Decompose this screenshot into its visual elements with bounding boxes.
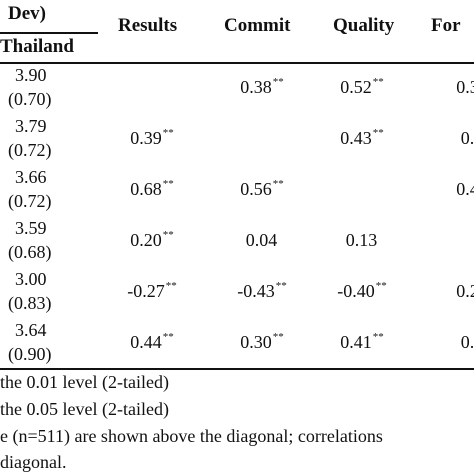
row-mean: 3.00 (15, 269, 47, 289)
correlation-cell: -0.43** (237, 280, 287, 302)
correlation-cell (362, 179, 363, 200)
correlation-cell: 0.04 (246, 230, 279, 251)
cell-value: 0.68 (130, 179, 162, 199)
header-dev-label: Dev) (8, 3, 46, 24)
cell-value: 0.3 (456, 77, 474, 97)
correlation-cell: 0.4 (456, 179, 474, 200)
row-sd: (0.83) (8, 293, 52, 313)
significance-marker: ** (372, 76, 384, 88)
cell-value: -0.40 (337, 281, 375, 301)
row-mean: 3.59 (15, 218, 47, 238)
correlation-cell: 0.39** (130, 127, 174, 149)
row-sd: (0.70) (8, 89, 52, 109)
cell-value: -0.27 (127, 281, 165, 301)
cell-value: 0.56 (240, 179, 272, 199)
header-thailand-label: Thailand (0, 36, 74, 57)
correlation-cell: 0.20** (130, 229, 174, 251)
row-sd: (0.72) (8, 140, 52, 160)
cell-value: 0.04 (245, 230, 278, 250)
cell-value: 0.44 (130, 332, 162, 352)
correlation-cell: 0. (461, 128, 474, 149)
significance-marker: ** (272, 178, 284, 190)
significance-marker: ** (162, 229, 174, 241)
cell-value: 0.13 (345, 230, 378, 250)
correlation-cell: 0.3 (456, 77, 474, 98)
significance-marker: ** (275, 280, 287, 292)
cell-value: 0. (460, 332, 474, 352)
cell-value: 0.30 (240, 332, 272, 352)
row-mean: 3.64 (15, 320, 47, 340)
cell-value: 0.39 (130, 128, 162, 148)
cell-value: 0.38 (240, 77, 272, 97)
column-header-commit: Commit (224, 15, 291, 36)
cell-value: 0.41 (340, 332, 372, 352)
correlation-cell: -0.27** (127, 280, 177, 302)
significance-marker: ** (372, 331, 384, 343)
header-bottom-rule (0, 62, 474, 64)
correlation-cell: 0.41** (340, 331, 384, 353)
significance-marker: ** (162, 331, 174, 343)
column-header-for: For (431, 15, 461, 36)
note-line-4: diagonal. (0, 452, 67, 472)
note-line-2: the 0.05 level (2-tailed) (0, 399, 169, 419)
correlation-cell: -0.40** (337, 280, 387, 302)
correlation-cell: 0.56** (240, 178, 284, 200)
row-mean: 3.90 (15, 65, 47, 85)
column-header-results: Results (118, 15, 178, 36)
cell-value: 0. (460, 128, 474, 148)
row-sd: (0.90) (8, 344, 52, 364)
correlation-cell: 0.30** (240, 331, 284, 353)
significance-marker: ** (162, 127, 174, 139)
significance-marker: ** (272, 76, 284, 88)
significance-marker: ** (375, 280, 387, 292)
column-header-quality: Quality (333, 15, 395, 36)
cell-value: 0.20 (130, 230, 162, 250)
correlation-cell: 0. (461, 332, 474, 353)
correlation-cell: 0.38** (240, 76, 284, 98)
cell-value: 0.52 (340, 77, 372, 97)
table-bottom-rule (0, 368, 474, 370)
note-line-1: the 0.01 level (2-tailed) (0, 372, 169, 392)
correlation-cell (468, 230, 469, 251)
correlation-cell: 0.68** (130, 178, 174, 200)
significance-marker: ** (165, 280, 177, 292)
correlation-cell (152, 77, 153, 98)
significance-marker: ** (272, 331, 284, 343)
cell-value: 0.2 (456, 281, 474, 301)
cell-value: 0.43 (340, 128, 372, 148)
correlation-cell: 0.43** (340, 127, 384, 149)
row-mean: 3.66 (15, 167, 47, 187)
correlation-cell: 0.44** (130, 331, 174, 353)
row-mean: 3.79 (15, 116, 47, 136)
correlation-cell: 0.52** (340, 76, 384, 98)
cell-value: 0.4 (456, 179, 474, 199)
note-line-3: e (n=511) are shown above the diagonal; … (0, 426, 383, 446)
correlation-cell: 0.2 (456, 281, 474, 302)
row-sd: (0.68) (8, 242, 52, 262)
correlation-cell (262, 128, 263, 149)
header-underline (0, 32, 98, 34)
significance-marker: ** (372, 127, 384, 139)
correlation-cell: 0.13 (346, 230, 379, 251)
cell-value: -0.43 (237, 281, 275, 301)
row-sd: (0.72) (8, 191, 52, 211)
significance-marker: ** (162, 178, 174, 190)
